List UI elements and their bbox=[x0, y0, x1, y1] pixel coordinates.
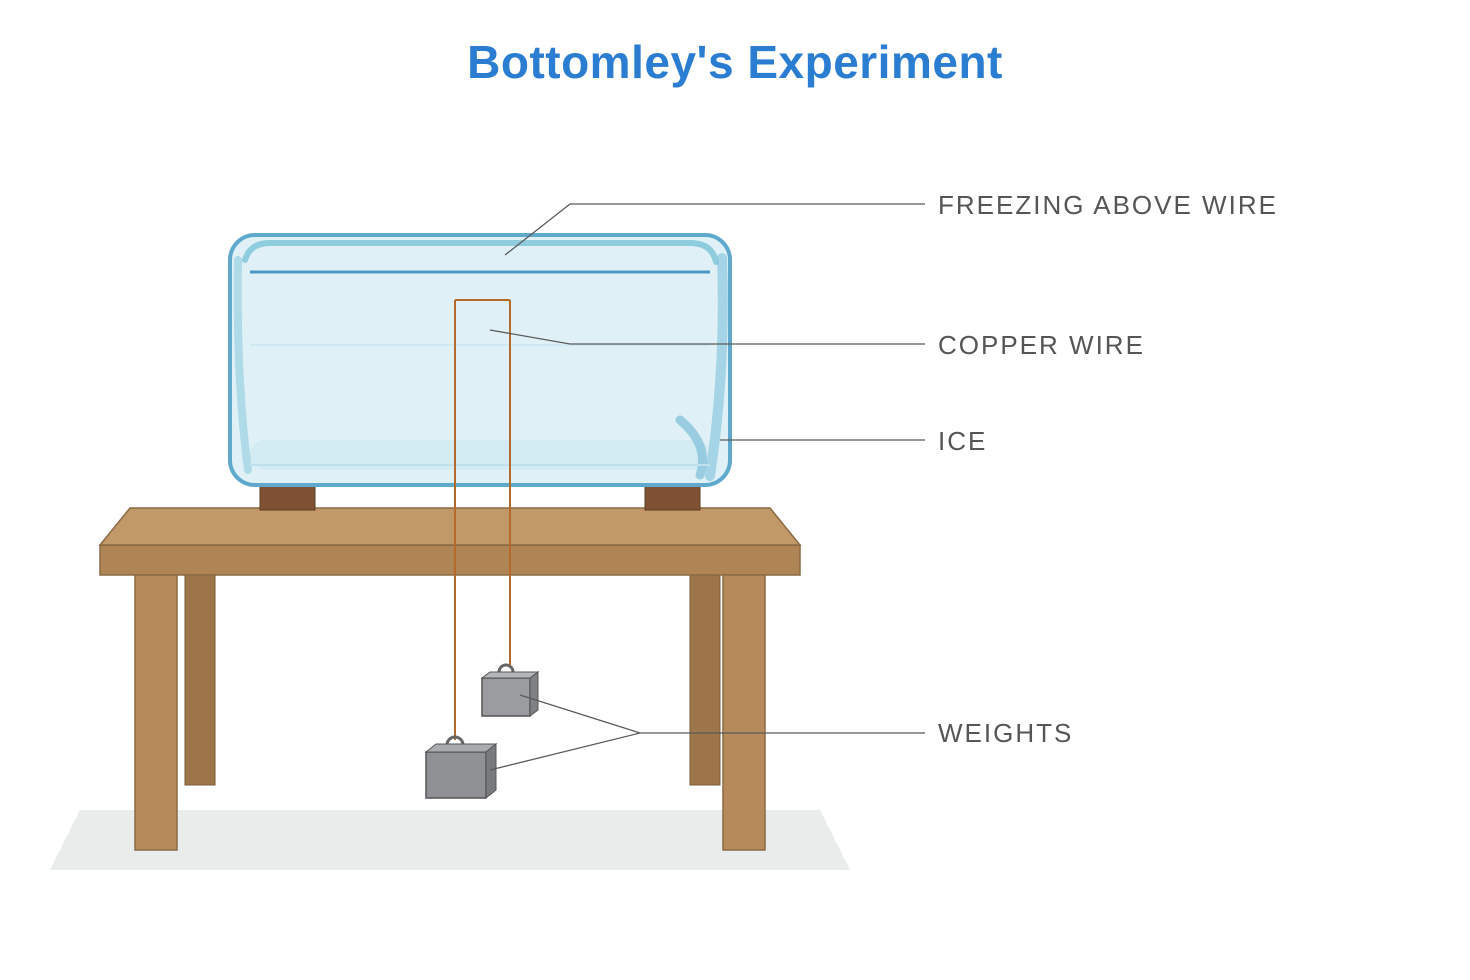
table-top bbox=[100, 508, 800, 545]
ice-block bbox=[230, 235, 730, 485]
weight-front bbox=[426, 737, 496, 798]
weight-back bbox=[482, 665, 538, 716]
label-ice: ICE bbox=[938, 426, 987, 457]
label-weights: WEIGHTS bbox=[938, 718, 1073, 749]
experiment-diagram bbox=[0, 0, 1470, 980]
table-leg-front-right bbox=[723, 575, 765, 850]
table-leg-back-right bbox=[690, 545, 720, 785]
table-apron bbox=[100, 545, 800, 575]
table-leg-back-left bbox=[185, 545, 215, 785]
label-copper: COPPER WIRE bbox=[938, 330, 1145, 361]
label-freezing: FREEZING ABOVE WIRE bbox=[938, 190, 1278, 221]
table-leg-front-left bbox=[135, 575, 177, 850]
